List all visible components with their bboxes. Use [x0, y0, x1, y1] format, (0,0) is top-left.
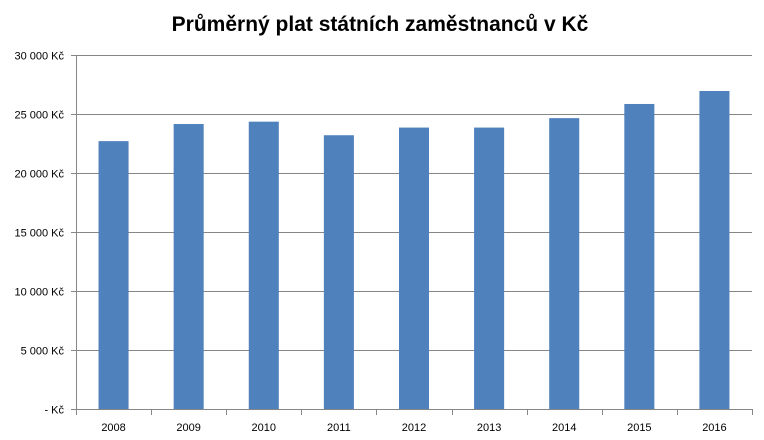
bar-2013 — [474, 127, 505, 409]
y-tick-label: 30 000 Kč — [14, 51, 64, 63]
y-tick-label: 5 000 Kč — [21, 346, 65, 358]
y-tick-label: 15 000 Kč — [14, 228, 64, 240]
axes — [71, 55, 753, 415]
x-tick-label-2013: 2013 — [477, 422, 501, 434]
bar-2012 — [398, 127, 430, 409]
y-axis-tick-labels: - Kč 5 000 Kč 10 000 Kč 15 000 Kč 20 000 Kč 2… — [14, 51, 64, 417]
y-tick-label: 25 000 Kč — [14, 110, 64, 122]
x-tick-label-2015: 2015 — [627, 422, 651, 434]
x-tick-label-2011: 2011 — [327, 422, 351, 434]
bar-2016 — [699, 90, 730, 410]
y-tick-label: 10 000 Kč — [14, 287, 64, 299]
x-tick-label-2016: 2016 — [702, 422, 726, 434]
x-tick-label-2008: 2008 — [101, 422, 125, 434]
x-tick-label-2014: 2014 — [552, 422, 576, 434]
y-tick-label: 20 000 Kč — [14, 169, 64, 181]
chart-title: Průměrný plat státních zaměstnanců v Kč — [172, 13, 589, 36]
bars — [98, 90, 730, 410]
x-tick-label-2010: 2010 — [252, 422, 276, 434]
x-tick-label-2009: 2009 — [176, 422, 200, 434]
x-tick-label-2012: 2012 — [402, 422, 426, 434]
bar-2011 — [323, 135, 354, 410]
y-tick-label: - Kč — [44, 405, 64, 417]
bar-2008 — [98, 141, 129, 409]
bar-2010 — [248, 121, 279, 410]
bar-2009 — [173, 124, 204, 409]
bar-2014 — [549, 118, 580, 409]
x-axis-tick-labels: 2008 2009 2010 2011 2012 2013 2014 2015 2016 — [101, 422, 726, 434]
bar-2015 — [624, 103, 655, 409]
